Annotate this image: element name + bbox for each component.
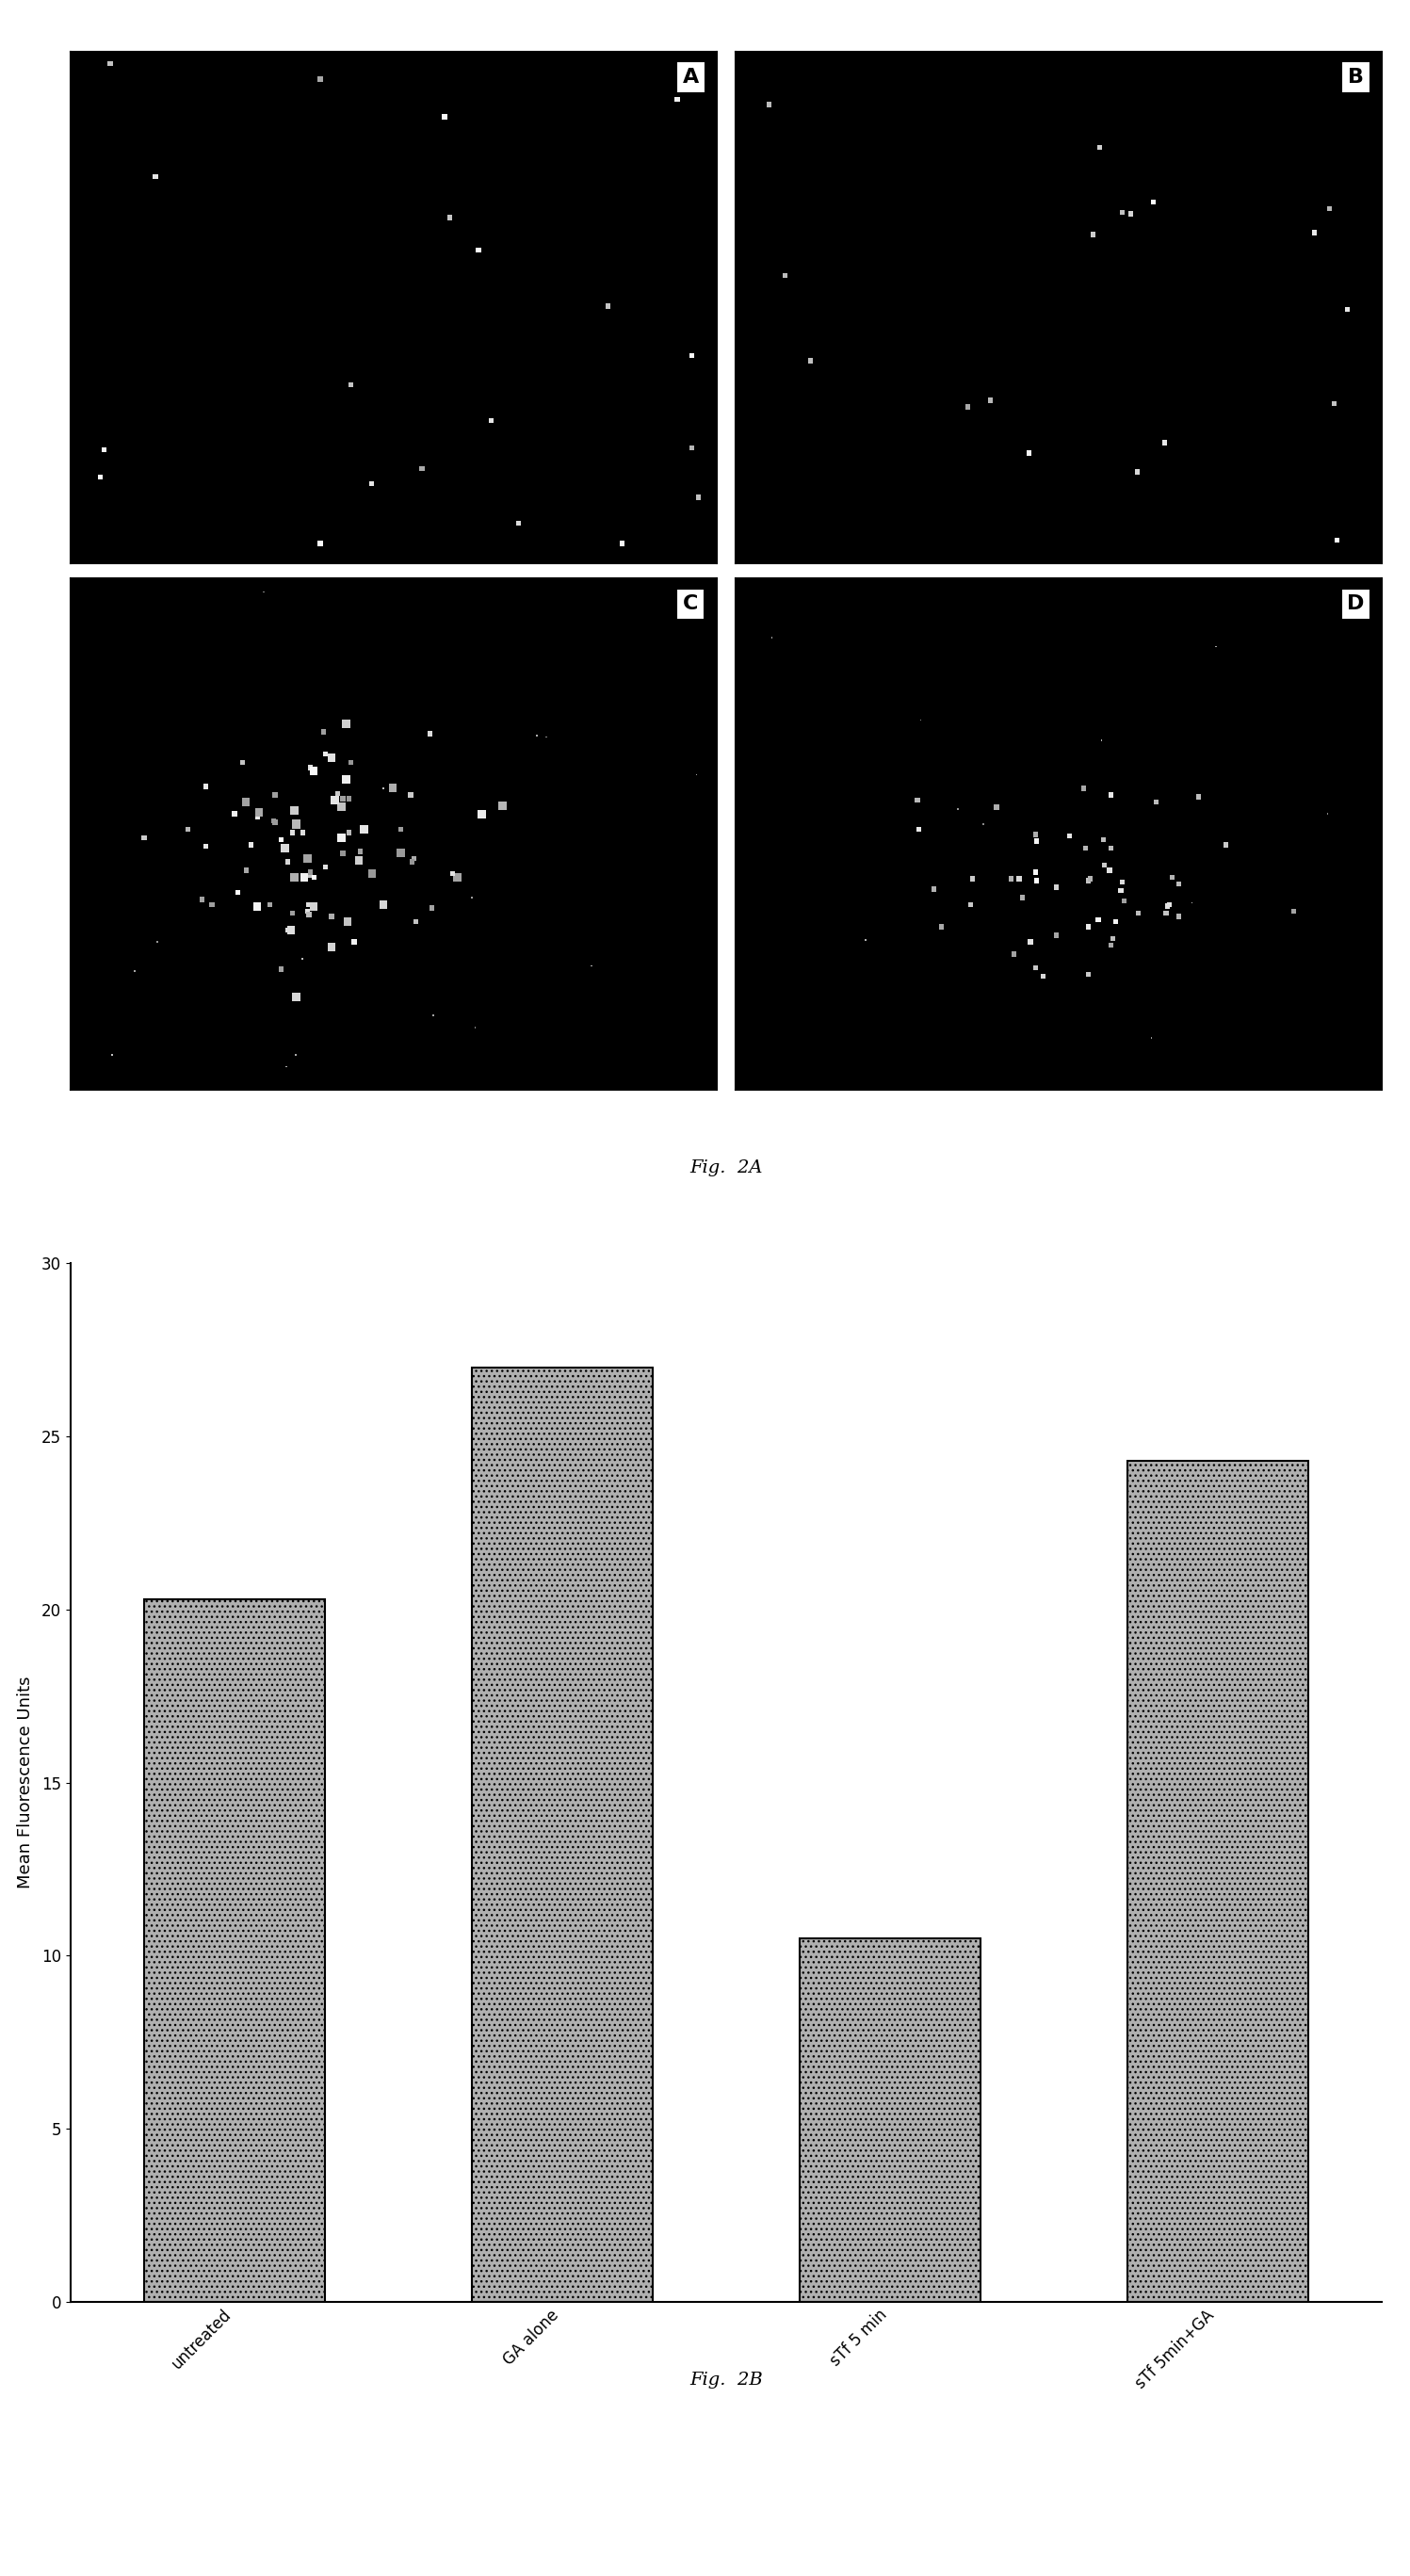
Bar xyxy=(144,1600,324,2303)
Bar xyxy=(1128,1461,1308,2303)
Bar xyxy=(799,1937,980,2303)
Text: A: A xyxy=(682,67,699,88)
Text: D: D xyxy=(1348,595,1365,613)
Text: Fig.  2A: Fig. 2A xyxy=(689,1159,763,1177)
Bar xyxy=(472,1368,653,2303)
Text: Fig.  2B: Fig. 2B xyxy=(689,2372,763,2388)
Y-axis label: Mean Fluorescence Units: Mean Fluorescence Units xyxy=(17,1677,34,1888)
Text: C: C xyxy=(682,595,698,613)
Text: B: B xyxy=(1348,67,1363,88)
